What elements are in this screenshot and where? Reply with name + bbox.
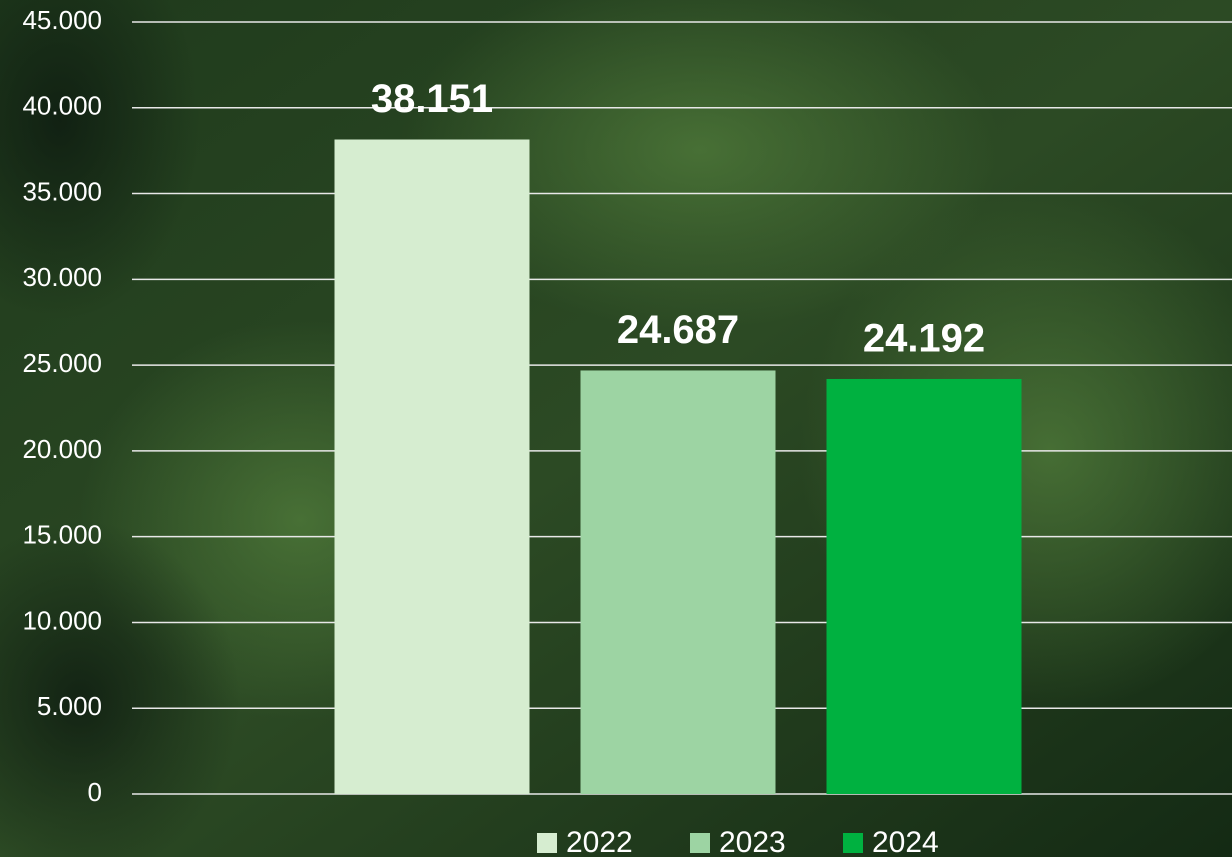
legend-swatch	[690, 833, 710, 853]
legend-label: 2023	[719, 826, 786, 857]
bar	[334, 139, 530, 794]
legend-label: 2024	[872, 826, 939, 857]
data-label: 24.687	[617, 308, 739, 352]
legend-swatch	[843, 833, 863, 853]
background-texture	[400, 0, 1000, 330]
y-tick-label: 45.000	[22, 5, 102, 35]
y-tick-label: 30.000	[22, 262, 102, 292]
y-tick-label: 20.000	[22, 434, 102, 464]
y-tick-label: 0	[88, 777, 102, 807]
y-tick-label: 35.000	[22, 176, 102, 206]
legend-swatch	[537, 833, 557, 853]
y-tick-label: 40.000	[22, 91, 102, 121]
data-label: 38.151	[371, 77, 493, 121]
y-tick-label: 15.000	[22, 520, 102, 550]
legend-label: 2022	[566, 826, 633, 857]
y-tick-label: 5.000	[37, 691, 102, 721]
bar	[826, 378, 1022, 794]
data-label: 24.192	[863, 317, 985, 361]
background-texture	[0, 0, 200, 320]
y-tick-label: 25.000	[22, 348, 102, 378]
bar	[580, 370, 776, 794]
y-tick-label: 10.000	[22, 605, 102, 635]
background-texture	[0, 520, 240, 857]
